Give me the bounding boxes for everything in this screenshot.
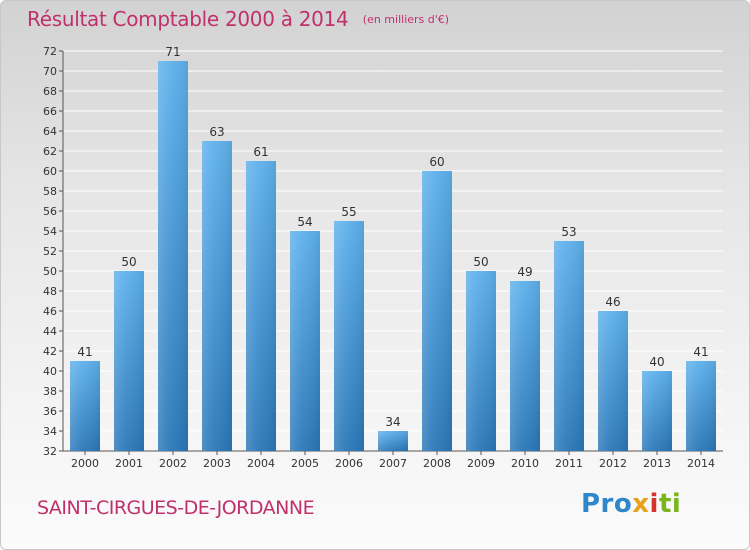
y-tick-label: 34 [43,425,57,438]
x-tick-label-2011: 2011 [555,457,583,470]
y-tick-label: 60 [43,165,57,178]
x-tick-label-2009: 2009 [467,457,495,470]
data-label-2011: 53 [561,225,576,239]
x-tick-label-2006: 2006 [335,457,363,470]
x-tick-label-2014: 2014 [687,457,715,470]
data-label-2004: 61 [253,145,268,159]
x-tick-label-2005: 2005 [291,457,319,470]
bar-shine-2010 [510,281,540,451]
y-tick-label: 36 [43,405,57,418]
bar-shine-2012 [598,311,628,451]
y-tick-label: 46 [43,305,57,318]
data-label-2000: 41 [77,345,92,359]
y-tick-label: 52 [43,245,57,258]
data-label-2003: 63 [209,125,224,139]
y-tick-label: 40 [43,365,57,378]
bar-shine-2005 [290,231,320,451]
bar-shine-2002 [158,61,188,451]
y-tick-label: 72 [43,45,57,58]
data-label-2005: 54 [297,215,312,229]
chart-title: Résultat Comptable 2000 à 2014 [27,7,349,31]
x-tick-label-2013: 2013 [643,457,671,470]
y-tick-label: 38 [43,385,57,398]
y-tick-label: 62 [43,145,57,158]
x-tick-label-2001: 2001 [115,457,143,470]
data-label-2012: 46 [605,295,620,309]
y-tick-label: 58 [43,185,57,198]
logo-part-2: x [632,489,650,519]
bar-shine-2003 [202,141,232,451]
data-label-2001: 50 [121,255,136,269]
chart-subtitle: (en milliers d'€) [362,13,450,26]
bar-shine-2007 [378,431,408,451]
y-tick-label: 32 [43,445,57,458]
logo-part-1: Pro [581,489,633,519]
y-tick-label: 54 [43,225,57,238]
proxiti-logo: Proxiti [581,489,681,519]
bars-layer [70,61,716,451]
x-tick-label-2010: 2010 [511,457,539,470]
commune-name: SAINT-CIRGUES-DE-JORDANNE [37,497,315,519]
data-label-2009: 50 [473,255,488,269]
y-tick-label: 56 [43,205,57,218]
y-tick-label: 66 [43,105,57,118]
bar-shine-2009 [466,271,496,451]
y-tick-label: 70 [43,65,57,78]
x-tick-label-2008: 2008 [423,457,451,470]
x-tick-label-2012: 2012 [599,457,627,470]
x-tick-label-2004: 2004 [247,457,275,470]
data-label-2002: 71 [165,45,180,59]
logo-part-3: i [649,489,659,519]
data-label-2013: 40 [649,355,664,369]
data-label-2007: 34 [385,415,400,429]
data-label-2008: 60 [429,155,444,169]
bar-shine-2000 [70,361,100,451]
bar-shine-2008 [422,171,452,451]
y-tick-label: 44 [43,325,57,338]
bar-shine-2013 [642,371,672,451]
chart-title-group: Résultat Comptable 2000 à 2014 (en milli… [27,7,449,31]
data-label-2014: 41 [693,345,708,359]
bar-shine-2011 [554,241,584,451]
bar-shine-2001 [114,271,144,451]
y-tick-label: 64 [43,125,57,138]
data-label-2006: 55 [341,205,356,219]
x-tick-label-2007: 2007 [379,457,407,470]
y-tick-label: 68 [43,85,57,98]
labels-layer: 41 2000 50 2001 71 2002 63 2003 61 2004 54 2005 55 20… [71,45,715,470]
bar-shine-2004 [246,161,276,451]
data-label-2010: 49 [517,265,532,279]
y-tick-label: 42 [43,345,57,358]
y-tick-label: 48 [43,285,57,298]
bar-shine-2014 [686,361,716,451]
bar-shine-2006 [334,221,364,451]
x-tick-label-2000: 2000 [71,457,99,470]
x-tick-label-2002: 2002 [159,457,187,470]
x-tick-label-2003: 2003 [203,457,231,470]
logo-part-4: ti [658,489,682,519]
y-tick-label: 50 [43,265,57,278]
